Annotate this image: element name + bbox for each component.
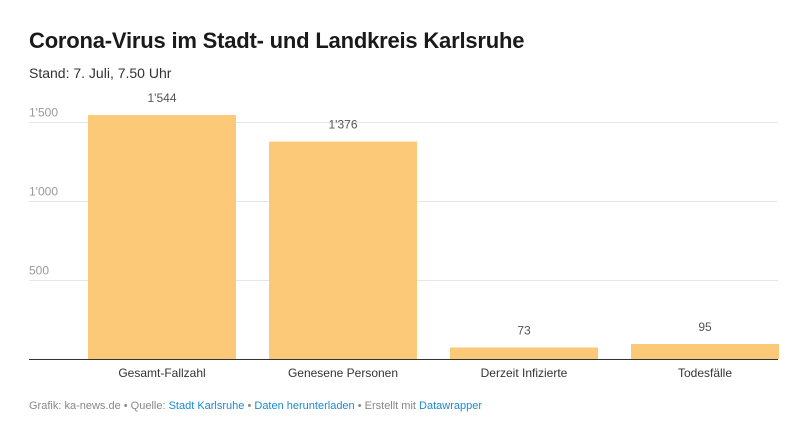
y-tick-label: 500 (29, 264, 49, 278)
x-tick-label: Todesfälle (678, 366, 732, 380)
bar (88, 115, 236, 359)
bar (450, 347, 598, 359)
y-tick-label: 1'500 (29, 106, 58, 120)
bar (269, 141, 417, 359)
chart-subtitle: Stand: 7. Juli, 7.50 Uhr (29, 65, 172, 81)
y-tick-label: 1'000 (29, 185, 58, 199)
x-tick-label: Genesene Personen (288, 366, 398, 380)
footer: Grafik: ka-news.de • Quelle: Stadt Karls… (29, 400, 482, 412)
bar-value-label: 1'544 (148, 91, 177, 105)
bar-value-label: 95 (698, 320, 712, 334)
footer-credit: Grafik: ka-news.de • Quelle: (29, 400, 169, 412)
bar-value-label: 1'376 (329, 118, 358, 132)
x-tick-label: Gesamt-Fallzahl (118, 366, 205, 380)
download-data-link[interactable]: Daten herunterladen (254, 400, 355, 412)
footer-separator: • (244, 400, 255, 412)
footer-created-with: • Erstellt mit (354, 400, 420, 412)
bar (631, 343, 779, 359)
x-tick-label: Derzeit Infizierte (481, 366, 568, 380)
datawrapper-link[interactable]: Datawrapper (419, 400, 483, 412)
bar-value-label: 73 (517, 323, 531, 337)
source-link[interactable]: Stadt Karlsruhe (168, 400, 245, 412)
chart-title: Corona-Virus im Stadt- und Landkreis Kar… (29, 28, 525, 53)
